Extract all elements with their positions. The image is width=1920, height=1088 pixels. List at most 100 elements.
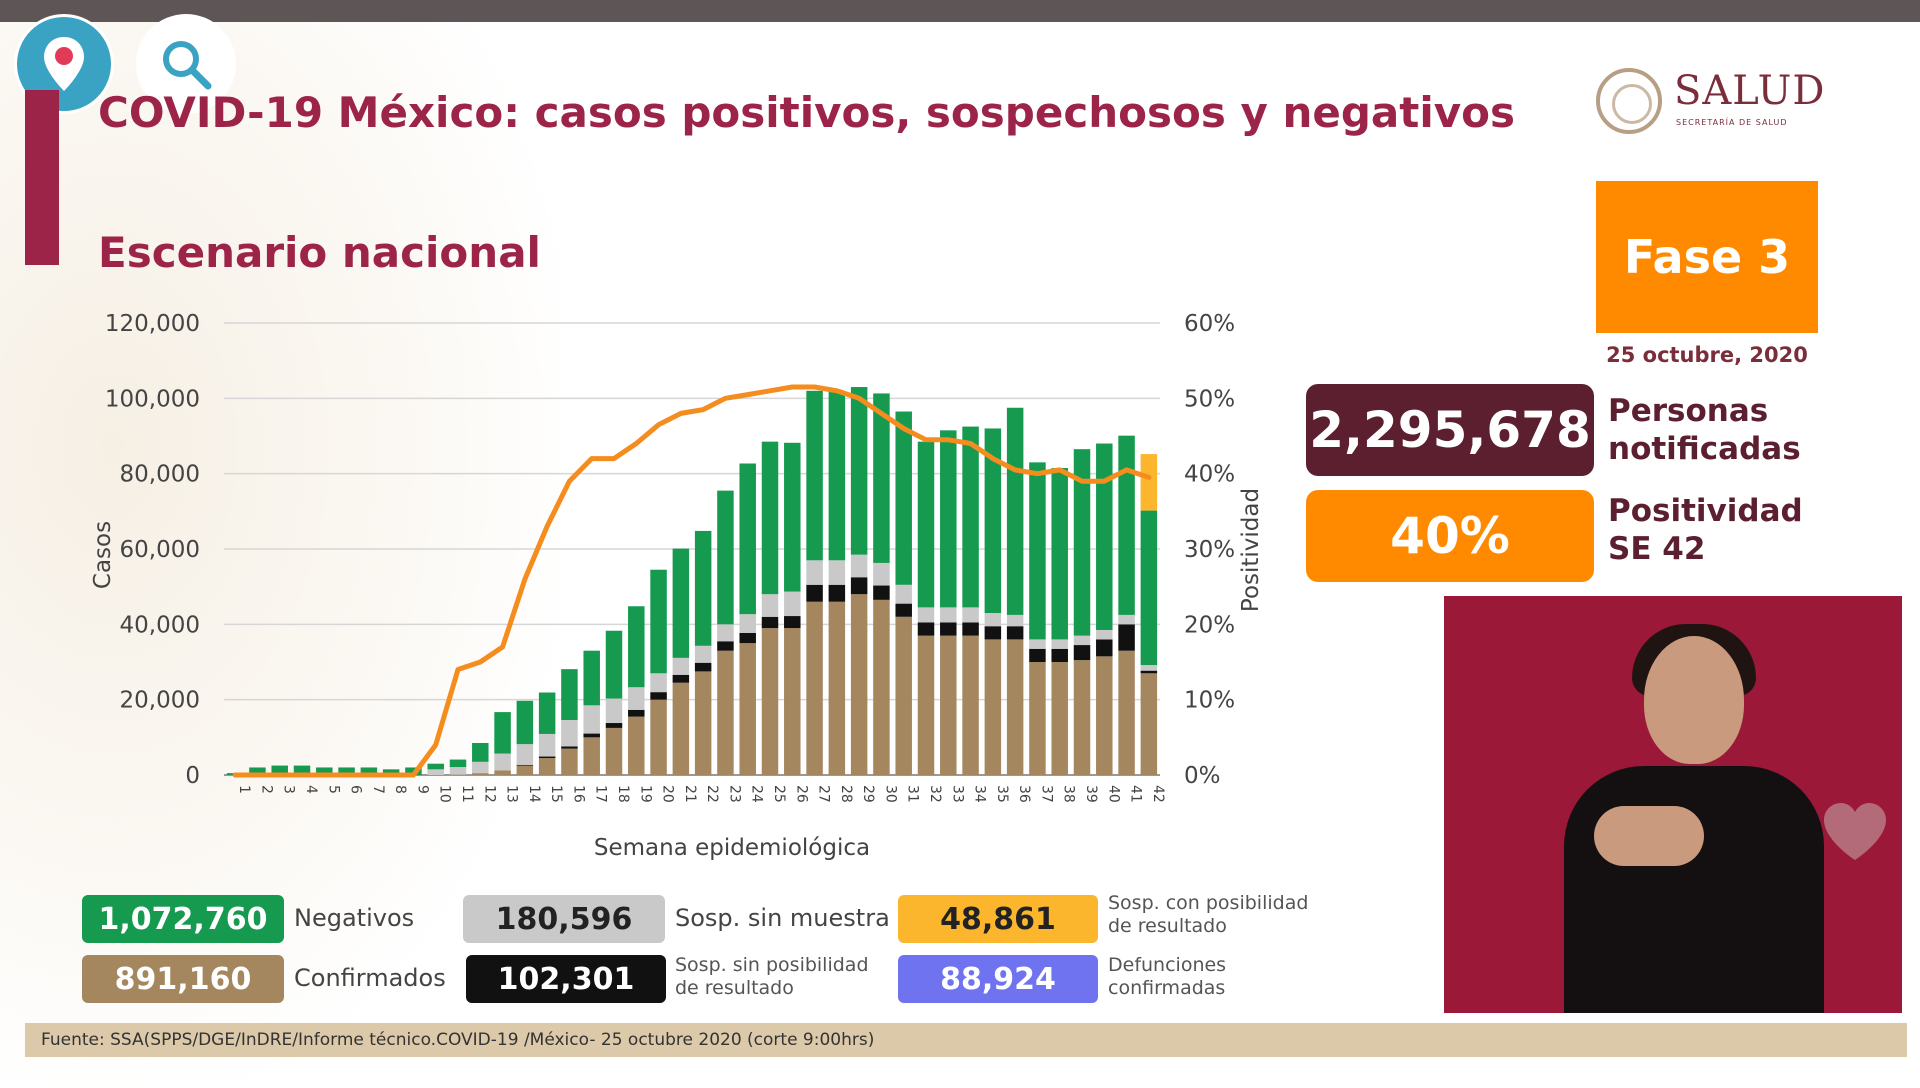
con-posibilidad-label-line2: de resultado bbox=[1108, 915, 1227, 937]
bar-segment bbox=[516, 764, 534, 766]
bar-segment bbox=[784, 616, 801, 629]
x-tick-label: 39 bbox=[1083, 785, 1099, 803]
x-tick-label: 17 bbox=[593, 785, 609, 803]
bar-segment bbox=[1051, 639, 1068, 649]
bar-segment bbox=[538, 733, 556, 757]
bar-segment bbox=[873, 599, 890, 775]
bar-segment bbox=[472, 761, 489, 774]
bar-segment bbox=[873, 393, 890, 563]
positivity-label-line1: Positividad bbox=[1608, 493, 1803, 529]
logo-subtext: SECRETARÍA DE SALUD bbox=[1676, 118, 1788, 127]
x-tick-label: 5 bbox=[325, 785, 341, 794]
bar-segment bbox=[694, 671, 712, 775]
bar-segment bbox=[1140, 510, 1158, 666]
bar-segment bbox=[1096, 629, 1113, 640]
bar-segment bbox=[605, 723, 623, 728]
bar-segment bbox=[583, 705, 600, 734]
notified-count-box: 2,295,678 bbox=[1306, 384, 1594, 476]
bar-segment bbox=[494, 770, 511, 775]
x-tick-label: 13 bbox=[504, 785, 520, 803]
bar-segment bbox=[761, 594, 779, 617]
x-tick-label: 23 bbox=[726, 785, 742, 803]
bar-segment bbox=[1118, 650, 1135, 775]
y-tick-label: 40,000 bbox=[120, 612, 200, 638]
bar-segment bbox=[672, 682, 690, 775]
y2-tick-label: 20% bbox=[1184, 612, 1235, 638]
bar-segment bbox=[605, 727, 623, 775]
bar-segment bbox=[472, 773, 489, 775]
bar-segment bbox=[1073, 449, 1091, 636]
defunciones-label-line1: Defunciones bbox=[1108, 954, 1227, 976]
bar-segment bbox=[1073, 660, 1091, 775]
search-button[interactable] bbox=[136, 14, 236, 114]
bar-segment bbox=[628, 709, 645, 717]
bar-segment bbox=[895, 603, 912, 617]
bar-segment bbox=[739, 632, 756, 644]
bar-segment bbox=[940, 622, 957, 636]
con-posibilidad-label: Sosp. con posibilidad de resultado bbox=[1108, 892, 1308, 938]
bar-segment bbox=[1140, 673, 1158, 775]
bar-segment bbox=[694, 662, 712, 672]
bar-segment bbox=[1029, 662, 1046, 775]
bar-segment bbox=[1029, 648, 1046, 662]
bar-segment bbox=[806, 390, 823, 561]
bar-segment bbox=[1006, 626, 1024, 640]
bar-segment bbox=[449, 759, 467, 768]
bar-segment bbox=[1006, 639, 1024, 775]
bar-segment bbox=[917, 635, 935, 775]
bar-segment bbox=[1006, 407, 1024, 615]
bar-segment bbox=[382, 769, 400, 775]
bar-segment bbox=[427, 763, 444, 770]
bar-segment bbox=[583, 733, 600, 738]
bar-segment bbox=[940, 607, 957, 623]
bar-segment bbox=[605, 698, 623, 724]
location-pin-icon bbox=[44, 37, 84, 91]
defunciones-value-box: 88,924 bbox=[898, 955, 1098, 1003]
bar-segment bbox=[984, 639, 1002, 775]
x-tick-label: 22 bbox=[704, 785, 720, 803]
y-tick-label: 60,000 bbox=[120, 537, 200, 563]
bar-segment bbox=[1096, 443, 1113, 630]
y2-tick-label: 0% bbox=[1184, 763, 1221, 789]
bar-segment bbox=[850, 554, 868, 578]
sin-posibilidad-label: Sosp. sin posibilidad de resultado bbox=[675, 954, 869, 1000]
bar-segment bbox=[472, 742, 489, 762]
bar-segment bbox=[806, 584, 823, 602]
y-tick-label: 120,000 bbox=[105, 311, 200, 337]
bar-segment bbox=[538, 692, 556, 734]
bar-segment bbox=[516, 765, 534, 775]
bar-segment bbox=[1051, 662, 1068, 775]
y-tick-label: 100,000 bbox=[105, 386, 200, 412]
y2-tick-label: 40% bbox=[1184, 462, 1235, 488]
bar-segment bbox=[338, 767, 355, 775]
interpreter-head bbox=[1644, 636, 1744, 764]
bar-segment bbox=[1140, 670, 1158, 674]
bar-segment bbox=[761, 616, 779, 629]
positivity-label: Positividad SE 42 bbox=[1608, 492, 1803, 568]
bar-segment bbox=[605, 630, 623, 699]
x-tick-label: 4 bbox=[303, 785, 319, 794]
bar-segment bbox=[828, 390, 846, 561]
x-tick-label: 16 bbox=[570, 785, 586, 803]
bar-segment bbox=[1140, 665, 1158, 671]
bar-segment bbox=[917, 622, 935, 636]
x-tick-label: 32 bbox=[927, 785, 943, 803]
bar-segment bbox=[694, 645, 712, 663]
bar-segment bbox=[717, 650, 734, 775]
source-footer: Fuente: SSA(SPPS/DGE/InDRE/Informe técni… bbox=[25, 1023, 1907, 1057]
x-tick-label: 35 bbox=[994, 785, 1010, 803]
bar-segment bbox=[895, 584, 912, 604]
bar-segment bbox=[940, 430, 957, 608]
x-tick-label: 6 bbox=[348, 785, 364, 794]
bar-segment bbox=[1006, 614, 1024, 627]
heart-button[interactable] bbox=[1820, 800, 1890, 866]
bar-segment bbox=[850, 577, 868, 595]
positivity-label-line2: SE 42 bbox=[1608, 531, 1706, 567]
interpreter-body bbox=[1564, 766, 1824, 1013]
bar-segment bbox=[739, 463, 756, 615]
bar-segment bbox=[1051, 648, 1068, 662]
confirmados-label: Confirmados bbox=[294, 964, 446, 992]
page-title: COVID-19 México: casos positivos, sospec… bbox=[98, 88, 1515, 137]
negativos-label: Negativos bbox=[294, 904, 415, 932]
bar-segment bbox=[628, 687, 645, 710]
